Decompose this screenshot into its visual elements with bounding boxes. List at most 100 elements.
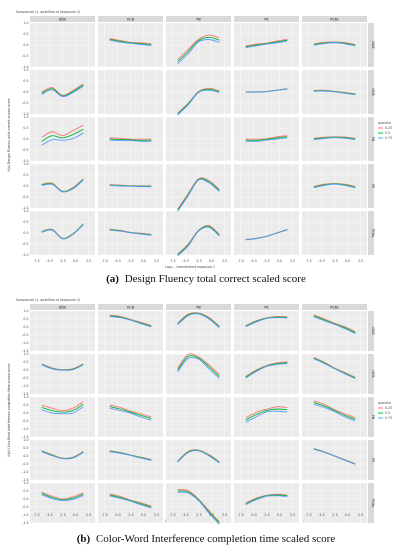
quantile-0.75-curve	[177, 450, 220, 464]
quantile-0.5-curve	[41, 403, 84, 413]
y-tick-label: 1.0	[23, 352, 28, 356]
quantile-0.75-curve	[313, 183, 356, 189]
x-tick-label: -7.5	[169, 259, 175, 263]
x-tick-label: 2.5	[86, 259, 91, 263]
y-tick-label: 0.5	[23, 489, 28, 493]
row-strip	[368, 117, 374, 161]
quantile-0.75-curve	[177, 39, 220, 65]
y-tick-label: -1.0	[22, 513, 28, 517]
x-tick-label: 2.5	[222, 513, 227, 517]
x-tick-label: 2.5	[290, 513, 295, 517]
column-strip-label: PE	[264, 305, 268, 309]
y-tick-label: -1.0	[22, 427, 28, 431]
quantile-0.75-curve	[313, 42, 356, 47]
column-strip-label: HCB	[127, 17, 135, 21]
x-tick-label: -2.5	[59, 513, 65, 517]
quantile-0.5-curve	[177, 355, 220, 377]
chart-a-legend-title: quantile	[378, 121, 391, 125]
quantile-0.25-curve	[177, 489, 220, 523]
x-tick-label: -2.5	[195, 259, 201, 263]
quantile-0.75-curve	[41, 451, 84, 460]
y-tick-label: 1.0	[23, 309, 28, 313]
quantile-0.75-curve	[41, 179, 84, 193]
y-tick-label: 1.0	[23, 115, 28, 119]
row-strip-label: PB	[371, 137, 375, 142]
column-strip	[30, 304, 95, 310]
quantile-0.25-curve	[177, 353, 220, 375]
chart-a-design-fluency: h(exposure 1); quantiles of (exposure 2)…	[7, 10, 392, 285]
quantile-0.75-curve	[313, 358, 356, 380]
y-tick-label: 0.0	[23, 231, 28, 235]
chart-b-color-word-interference: h(exposure 1); quantiles of (exposure 2)…	[7, 298, 392, 545]
row-strip	[368, 23, 374, 67]
x-tick-label: -7.5	[101, 513, 107, 517]
quantile-0.5-curve	[109, 138, 152, 141]
quantile-0.75-curve	[313, 90, 356, 96]
quantile-0.75-curve	[41, 364, 84, 371]
x-tick-label: 0.0	[141, 513, 146, 517]
y-tick-label: -0.5	[22, 101, 28, 105]
column-strip-label: HCB	[127, 305, 135, 309]
x-tick-label: -5.0	[182, 259, 188, 263]
y-tick-label: 1.0	[23, 21, 28, 25]
y-tick-label: 0.0	[23, 368, 28, 372]
chart-b-caption: (b) Color-Word Interference completion t…	[77, 533, 336, 545]
x-tick-label: -2.5	[331, 259, 337, 263]
x-tick-label: -5.0	[318, 259, 324, 263]
x-tick-label: 2.5	[154, 513, 159, 517]
row-strip-label: PE	[371, 184, 375, 188]
x-tick-label: 0.0	[73, 259, 78, 263]
column-strip-label: DDE	[59, 305, 66, 309]
column-strip-label: PCBs	[330, 305, 339, 309]
y-tick-label: -1.5	[22, 478, 28, 482]
quantile-0.5-curve	[177, 36, 220, 62]
chart-b-caption-text: Color-Word Interference completion time …	[96, 533, 335, 545]
y-tick-label: -1.0	[22, 384, 28, 388]
x-tick-label: 2.5	[290, 259, 295, 263]
y-tick-label: -0.5	[22, 333, 28, 337]
quantile-0.5-curve	[41, 84, 84, 97]
y-tick-label: 0.5	[23, 32, 28, 36]
x-tick-label: 0.0	[73, 513, 78, 517]
quantile-0.5-curve	[177, 490, 220, 524]
row-strip	[368, 483, 374, 523]
row-strip-label: PE	[371, 458, 375, 462]
quantile-0.75-curve	[41, 132, 84, 146]
quantile-0.75-curve	[245, 229, 288, 241]
row-strip-label: HCB	[371, 88, 375, 96]
quantile-0.75-curve	[245, 495, 288, 506]
chart-a-xlabel: Log₁₀ - transformed exposure 1	[165, 265, 215, 269]
quantile-0.25-curve	[313, 400, 356, 419]
x-tick-label: 0.0	[209, 259, 214, 263]
quantile-0.75-curve	[109, 407, 152, 421]
quantile-0.75-curve	[245, 363, 288, 379]
quantile-0.5-curve	[245, 362, 288, 378]
x-tick-label: -7.5	[33, 259, 39, 263]
quantile-0.5-curve	[41, 128, 84, 142]
quantile-0.75-curve	[245, 137, 288, 142]
column-strip-label: PB	[196, 305, 201, 309]
y-tick-label: 1.0	[23, 438, 28, 442]
x-tick-label: 0.0	[345, 513, 350, 517]
y-tick-label: -0.5	[22, 419, 28, 423]
row-strip-label: DDE	[371, 327, 375, 334]
x-tick-label: -2.5	[263, 513, 269, 517]
legend-label: 0.75	[385, 136, 392, 140]
chart-b-title: h(exposure 1); quantiles of (exposure 2)	[16, 298, 80, 302]
column-strip	[98, 304, 163, 310]
quantile-0.75-curve	[109, 229, 152, 236]
x-tick-label: 2.5	[86, 513, 91, 517]
quantile-0.25-curve	[245, 493, 288, 504]
legend-label: 0.5	[385, 411, 390, 415]
y-tick-label: -1.0	[22, 65, 28, 69]
row-strip-label: PCBs	[371, 229, 375, 238]
x-tick-label: 0.0	[345, 259, 350, 263]
quantile-0.25-curve	[109, 137, 152, 140]
row-strip	[368, 440, 374, 480]
quantile-0.75-curve	[313, 448, 356, 465]
column-strip-label: PB	[196, 17, 201, 21]
legend-label: 0.25	[385, 406, 392, 410]
x-tick-label: -7.5	[237, 513, 243, 517]
legend-label: 0.25	[385, 126, 392, 130]
y-tick-label: -1.0	[22, 341, 28, 345]
